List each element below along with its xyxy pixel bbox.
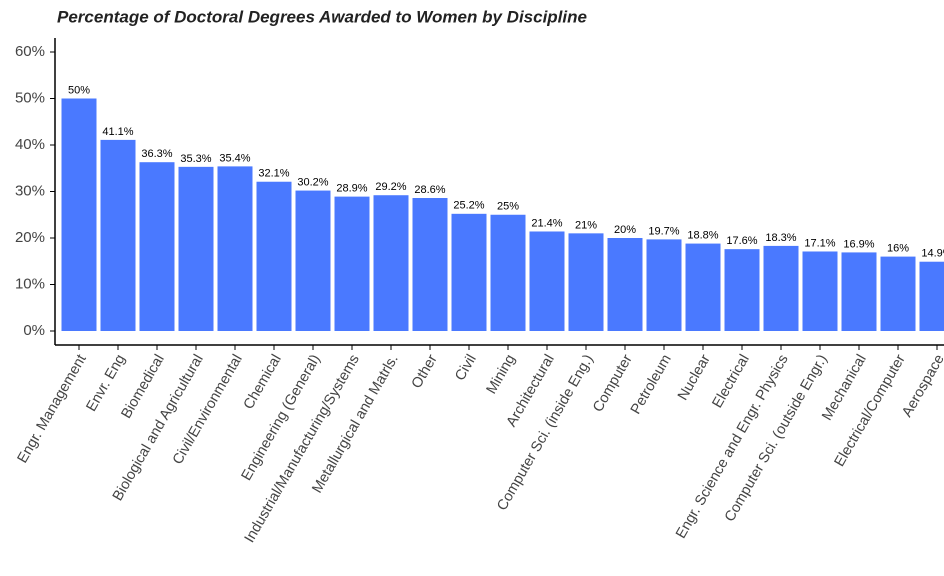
- value-label: 17.1%: [804, 237, 835, 249]
- value-label: 14.9%: [921, 248, 944, 260]
- bar: [412, 198, 448, 331]
- value-label: 25%: [497, 201, 519, 213]
- bar: [139, 162, 175, 331]
- value-label: 17.6%: [726, 235, 757, 247]
- value-label: 35.4%: [219, 152, 250, 164]
- bar: [334, 196, 370, 331]
- value-label: 25.2%: [453, 200, 484, 212]
- value-label: 50%: [68, 84, 90, 96]
- bar: [841, 252, 877, 331]
- value-label: 32.1%: [258, 168, 289, 180]
- value-label: 18.3%: [765, 232, 796, 244]
- value-label: 21%: [575, 219, 597, 231]
- bar: [685, 243, 721, 331]
- bar: [880, 256, 916, 331]
- value-label: 41.1%: [102, 126, 133, 138]
- bar: [217, 166, 253, 331]
- bar: [295, 190, 331, 331]
- bar: [61, 98, 97, 331]
- value-label: 28.9%: [336, 183, 367, 195]
- bar: [763, 245, 799, 331]
- bar: [451, 213, 487, 331]
- y-tick-label: 60%: [15, 43, 45, 60]
- y-tick-label: 20%: [15, 229, 45, 246]
- chart-title: Percentage of Doctoral Degrees Awarded t…: [57, 7, 587, 26]
- value-label: 19.7%: [648, 225, 679, 237]
- value-label: 28.6%: [414, 184, 445, 196]
- value-label: 29.2%: [375, 181, 406, 193]
- value-label: 35.3%: [180, 153, 211, 165]
- bar: [607, 238, 643, 331]
- y-tick-label: 50%: [15, 89, 45, 106]
- bar: [919, 261, 944, 331]
- bar: [178, 166, 214, 331]
- value-label: 16%: [887, 243, 909, 255]
- value-label: 20%: [614, 224, 636, 236]
- value-label: 16.9%: [843, 238, 874, 250]
- bar: [646, 239, 682, 331]
- bar: [802, 251, 838, 331]
- bar: [373, 195, 409, 331]
- bar: [529, 231, 565, 331]
- y-tick-label: 10%: [15, 275, 45, 292]
- value-label: 21.4%: [531, 217, 562, 229]
- y-tick-label: 40%: [15, 136, 45, 153]
- value-label: 36.3%: [141, 148, 172, 160]
- bar: [490, 214, 526, 331]
- y-tick-label: 30%: [15, 182, 45, 199]
- y-tick-label: 0%: [23, 322, 45, 339]
- bar: [256, 181, 292, 331]
- bar: [100, 139, 136, 331]
- value-label: 18.8%: [687, 229, 718, 241]
- bar: [724, 249, 760, 331]
- value-label: 30.2%: [297, 176, 328, 188]
- bar: [568, 233, 604, 331]
